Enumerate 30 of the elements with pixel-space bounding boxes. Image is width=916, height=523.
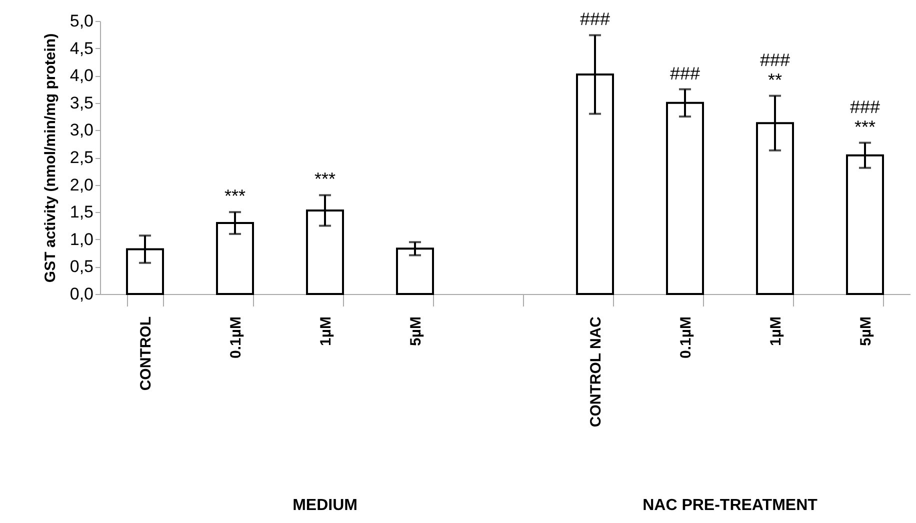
x-tick-label: 5µM bbox=[858, 316, 874, 346]
x-tick-label: 0.1µM bbox=[228, 316, 244, 358]
y-tick-label: 3,5 bbox=[70, 93, 94, 112]
text: MEDIUM bbox=[292, 497, 358, 514]
annotation: ** bbox=[768, 70, 782, 90]
y-tick-label: 5,0 bbox=[70, 12, 94, 30]
x-tick-label: 1µM bbox=[768, 316, 784, 346]
annotation: ### bbox=[580, 9, 610, 30]
x-tick-label: 1µM bbox=[318, 316, 334, 346]
annotation: ### bbox=[850, 96, 880, 117]
x-tick-label: CONTROL bbox=[138, 316, 154, 391]
annotation: *** bbox=[314, 169, 336, 190]
y-tick-label: 2,0 bbox=[70, 175, 94, 194]
y-tick-label: 4,0 bbox=[70, 66, 94, 86]
x-tick-label: CONTROL NAC bbox=[588, 316, 604, 428]
annotation: ### bbox=[760, 50, 790, 70]
annotation: *** bbox=[854, 116, 876, 137]
text: NAC PRE-TREATMENT bbox=[642, 497, 818, 514]
y-tick-label: 3,0 bbox=[70, 120, 94, 140]
y-tick-label: 0,0 bbox=[70, 284, 94, 304]
y-tick-label: 1,5 bbox=[70, 202, 94, 222]
y-tick-label: 1,0 bbox=[70, 230, 94, 249]
y-tick-label: 2,5 bbox=[70, 148, 94, 167]
annotation: ### bbox=[670, 63, 700, 84]
y-tick-label: 0,5 bbox=[70, 257, 94, 276]
y-tick-label: 4,5 bbox=[70, 38, 94, 58]
x-tick-label: 0.1µM bbox=[678, 316, 694, 358]
x-tick-label: 5µM bbox=[408, 316, 424, 346]
y-axis-title: GST activity (nmol/min/mg protein) bbox=[42, 33, 59, 283]
annotation: *** bbox=[224, 186, 246, 206]
